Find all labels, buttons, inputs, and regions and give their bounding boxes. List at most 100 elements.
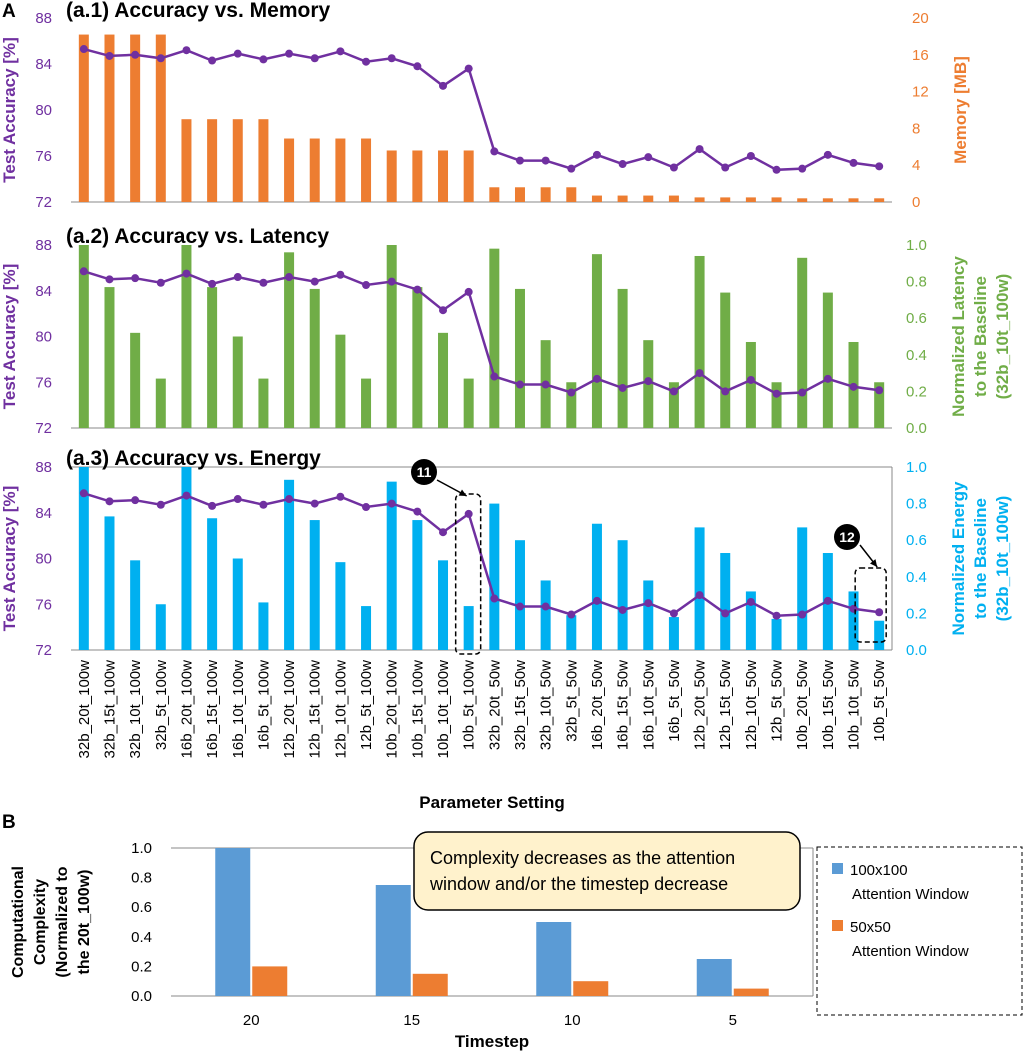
legend: 100x100 Attention Window 50x50 Attention Wi…: [816, 846, 1023, 1016]
accuracy-point: [336, 47, 345, 56]
y-right-tick-label: 4: [912, 157, 920, 174]
chart-a2: 72 76 80 84 88 0.0 0.2 0.4 0.6 0.8 1.0 Test Accurac…: [0, 225, 1012, 437]
y-right-tick-label: 0.6: [906, 310, 927, 327]
energy-bar: [668, 617, 679, 650]
energy-bar: [181, 467, 192, 650]
latency-bar: [232, 336, 243, 428]
callout-marker-circle: [411, 459, 437, 485]
accuracy-point: [746, 152, 755, 160]
accuracy-line: [83, 47, 880, 172]
energy-bar: [797, 527, 808, 650]
memory-bar: [848, 198, 859, 202]
y-right-tick-label: 0.6: [906, 532, 927, 549]
x-tick-label: 32b_20t_50w: [486, 660, 503, 750]
energy-bar: [438, 560, 449, 650]
x-tick-label: 12b_20t_100w: [281, 660, 298, 759]
annotation-note: Complexity decreases as the attention win…: [413, 831, 801, 911]
accuracy-point: [772, 611, 781, 620]
x-tick-label: 10b_5t_50w: [871, 660, 888, 742]
accuracy-point: [79, 267, 88, 276]
accuracy-point: [798, 610, 807, 619]
latency-bar: [335, 334, 346, 428]
latency-bar: [617, 288, 628, 428]
energy-bar: [591, 523, 602, 650]
y-right-tick-label: 0.2: [906, 605, 927, 622]
accuracy-point: [285, 49, 294, 58]
accuracy-point: [823, 596, 832, 605]
accuracy-point: [464, 287, 473, 296]
y-right-axis-label-line: Normalized Latency: [949, 256, 968, 417]
x-tick-label: 20: [243, 1012, 260, 1029]
x-tick-label: 15: [403, 1012, 420, 1029]
accuracy-point: [618, 160, 627, 169]
y-right-tick-label: 12: [912, 84, 929, 101]
y-right-tick-label: 0.0: [906, 642, 927, 659]
memory-bar: [361, 138, 372, 202]
memory-bar: [694, 197, 705, 202]
accuracy-point: [310, 54, 319, 63]
latency-bar: [874, 382, 885, 428]
x-tick-label: 12b_10t_50w: [743, 660, 760, 750]
accuracy-point: [721, 163, 730, 172]
x-tick-label: 16b_10t_50w: [640, 660, 657, 750]
memory-bar: [463, 150, 474, 202]
callout-marker-label: 11: [417, 464, 432, 480]
y-right-axis-label-line: Normalized Energy: [949, 481, 968, 636]
accuracy-point: [413, 62, 422, 71]
accuracy-point: [592, 374, 601, 383]
y-left-tick-label: 76: [35, 148, 52, 165]
chart-a3: 72 76 80 84 88 0.0 0.2 0.4 0.6 0.8 1.0 Test Accurac…: [0, 447, 1012, 659]
latency-bar: [566, 382, 577, 428]
memory-bar: [745, 197, 756, 202]
energy-bar: [745, 591, 756, 650]
energy-bar: [489, 503, 500, 650]
accuracy-point: [823, 374, 832, 383]
y-left-tick-label: 72: [35, 420, 52, 437]
accuracy-point: [413, 285, 422, 294]
y-right-tick-label: 20: [912, 10, 929, 27]
accuracy-point: [208, 279, 217, 288]
memory-bar: [566, 187, 577, 202]
accuracy-point: [182, 269, 191, 278]
x-tick-labels: 32b_20t_100w 32b_15t_100w 32b_10t_100w 32b_…: [76, 660, 888, 759]
accuracy-point: [233, 273, 242, 282]
x-tick-label: 12b_5t_50w: [769, 660, 786, 742]
accuracy-point: [644, 377, 653, 386]
x-tick-label: 12b_5t_100w: [358, 660, 375, 750]
memory-bar: [284, 138, 295, 202]
accuracy-point: [490, 594, 499, 603]
energy-bar: [643, 580, 654, 650]
accuracy-point: [362, 57, 371, 66]
accuracy-point: [336, 270, 345, 279]
latency-bar: [694, 255, 705, 428]
accuracy-point: [490, 147, 499, 156]
accuracy-point: [285, 495, 294, 504]
x-tick-label: 16b_20t_50w: [589, 660, 606, 750]
accuracy-point: [156, 278, 165, 287]
accuracy-point: [362, 281, 371, 290]
note-text-line: window and/or the timestep decrease: [429, 874, 728, 894]
energy-bar: [848, 591, 859, 650]
accuracy-point: [515, 380, 524, 389]
memory-bar: [822, 198, 833, 202]
accuracy-point: [669, 163, 678, 172]
latency-bar: [720, 292, 731, 428]
legend-label-line: 100x100: [850, 862, 908, 879]
accuracy-point: [515, 156, 524, 165]
accuracy-point: [746, 597, 755, 606]
accuracy-point: [208, 501, 217, 510]
accuracy-point: [567, 610, 576, 619]
latency-bar: [207, 287, 218, 428]
memory-bar: [591, 195, 602, 202]
accuracy-point: [182, 491, 191, 500]
y-left-tick-label: 88: [35, 459, 52, 476]
x-tick-label: 10b_20t_100w: [384, 660, 401, 759]
memory-bar: [232, 119, 243, 202]
x-tick-label: 10b_10t_100w: [435, 660, 452, 759]
memory-bar: [668, 195, 679, 202]
energy-bar: [463, 606, 474, 650]
callout-box: [854, 567, 887, 643]
latency-bar: [155, 378, 166, 428]
callout-12: 12: [834, 524, 887, 643]
bar-100x100: [215, 848, 251, 996]
